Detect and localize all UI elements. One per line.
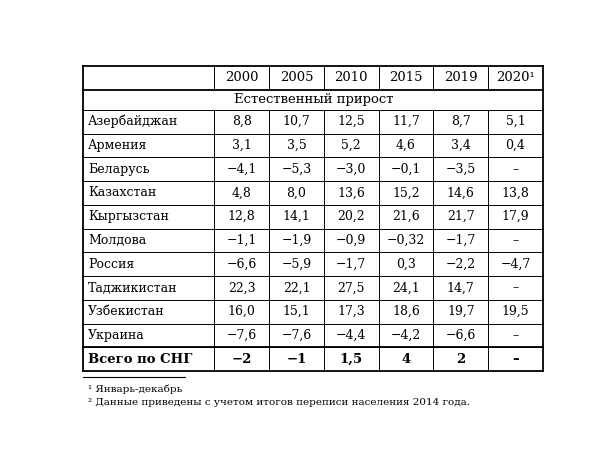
Text: −6,6: −6,6: [445, 329, 476, 342]
Text: 2000: 2000: [225, 72, 259, 85]
Text: −3,5: −3,5: [446, 162, 476, 176]
Text: 5,1: 5,1: [506, 115, 525, 128]
Text: 13,6: 13,6: [337, 186, 365, 199]
Text: 0,4: 0,4: [506, 139, 525, 152]
Text: −1,9: −1,9: [281, 234, 312, 247]
Text: −1,7: −1,7: [336, 258, 367, 270]
Text: Всего по СНГ: Всего по СНГ: [88, 353, 192, 366]
Text: 19,7: 19,7: [447, 305, 475, 318]
Text: 2019: 2019: [444, 72, 478, 85]
Text: 22,3: 22,3: [228, 281, 256, 294]
Text: ¹ Январь-декабрь: ¹ Январь-декабрь: [88, 384, 182, 394]
Text: 20,2: 20,2: [337, 210, 365, 223]
Text: 24,1: 24,1: [392, 281, 420, 294]
Text: 12,8: 12,8: [228, 210, 256, 223]
Text: Молдова: Молдова: [88, 234, 146, 247]
Text: 13,8: 13,8: [501, 186, 529, 199]
Text: 21,6: 21,6: [392, 210, 420, 223]
Text: –: –: [512, 353, 519, 366]
Text: −6,6: −6,6: [227, 258, 257, 270]
Text: 14,7: 14,7: [447, 281, 475, 294]
Text: −2,2: −2,2: [446, 258, 476, 270]
Text: −4,2: −4,2: [391, 329, 421, 342]
Text: 2010: 2010: [334, 72, 368, 85]
Text: 14,6: 14,6: [447, 186, 475, 199]
Text: 22,1: 22,1: [282, 281, 310, 294]
Text: 4: 4: [401, 353, 411, 366]
Text: –: –: [512, 162, 518, 176]
Text: −5,3: −5,3: [281, 162, 312, 176]
Text: Узбекистан: Узбекистан: [88, 305, 165, 318]
Text: Казахстан: Казахстан: [88, 186, 156, 199]
Text: Азербайджан: Азербайджан: [88, 115, 178, 128]
Text: 17,3: 17,3: [337, 305, 365, 318]
Text: 2020¹: 2020¹: [496, 72, 535, 85]
Text: 8,0: 8,0: [287, 186, 306, 199]
Text: −4,1: −4,1: [227, 162, 257, 176]
Text: –: –: [512, 329, 518, 342]
Text: Кыргызстан: Кыргызстан: [88, 210, 169, 223]
Text: 3,5: 3,5: [287, 139, 306, 152]
Text: −5,9: −5,9: [281, 258, 312, 270]
Text: 19,5: 19,5: [501, 305, 529, 318]
Text: −0,9: −0,9: [336, 234, 367, 247]
Text: 15,2: 15,2: [392, 186, 420, 199]
Text: Армения: Армения: [88, 139, 148, 152]
Text: −0,32: −0,32: [387, 234, 425, 247]
Text: Таджикистан: Таджикистан: [88, 281, 178, 294]
Text: –: –: [512, 234, 518, 247]
Text: 5,2: 5,2: [342, 139, 361, 152]
Text: –: –: [512, 281, 518, 294]
Text: ² Данные приведены с учетом итогов переписи населения 2014 года.: ² Данные приведены с учетом итогов переп…: [88, 398, 470, 407]
Text: 8,8: 8,8: [232, 115, 252, 128]
Text: −7,6: −7,6: [281, 329, 312, 342]
Text: −4,7: −4,7: [500, 258, 531, 270]
Text: 2015: 2015: [389, 72, 423, 85]
Text: −2: −2: [232, 353, 252, 366]
Text: −3,0: −3,0: [336, 162, 367, 176]
Text: 4,8: 4,8: [232, 186, 252, 199]
Text: −1,1: −1,1: [227, 234, 257, 247]
Text: 17,9: 17,9: [501, 210, 529, 223]
Text: −7,6: −7,6: [227, 329, 257, 342]
Text: −0,1: −0,1: [391, 162, 422, 176]
Text: 21,7: 21,7: [447, 210, 475, 223]
Text: Украина: Украина: [88, 329, 145, 342]
Text: 16,0: 16,0: [228, 305, 256, 318]
Text: 10,7: 10,7: [282, 115, 310, 128]
Text: 2005: 2005: [280, 72, 314, 85]
Text: Россия: Россия: [88, 258, 134, 270]
Text: 2: 2: [456, 353, 465, 366]
Text: 1,5: 1,5: [340, 353, 363, 366]
Text: 15,1: 15,1: [282, 305, 310, 318]
Text: 14,1: 14,1: [282, 210, 310, 223]
Text: −1,7: −1,7: [446, 234, 476, 247]
Text: Беларусь: Беларусь: [88, 162, 149, 176]
Text: 3,1: 3,1: [232, 139, 252, 152]
Text: −1: −1: [286, 353, 307, 366]
Text: 0,3: 0,3: [396, 258, 416, 270]
Text: 4,6: 4,6: [396, 139, 416, 152]
Text: 18,6: 18,6: [392, 305, 420, 318]
Text: 3,4: 3,4: [451, 139, 471, 152]
Text: Естественный прирост: Естественный прирост: [234, 93, 393, 106]
Text: 11,7: 11,7: [392, 115, 420, 128]
Text: 27,5: 27,5: [337, 281, 365, 294]
Text: 12,5: 12,5: [337, 115, 365, 128]
Text: −4,4: −4,4: [336, 329, 367, 342]
Text: 8,7: 8,7: [451, 115, 471, 128]
